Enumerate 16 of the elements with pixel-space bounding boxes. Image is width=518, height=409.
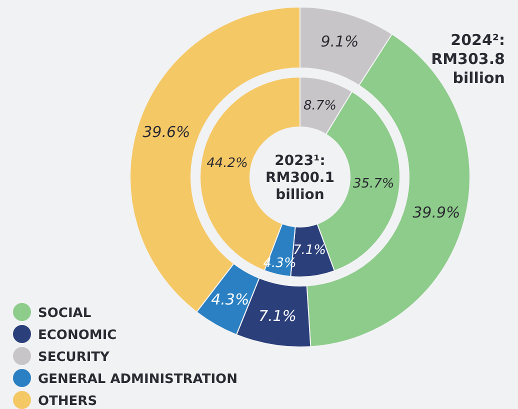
legend-label: GENERAL ADMINISTRATION (38, 372, 238, 387)
legend-label: SOCIAL (38, 306, 92, 321)
data-label: 8.7% (303, 98, 336, 114)
data-label: 9.1% (320, 32, 359, 51)
data-label: 39.6% (142, 122, 190, 141)
data-label: 44.2% (206, 156, 248, 172)
slice-label: 2023¹: RM300.1 billion (266, 153, 334, 203)
legend-label: ECONOMIC (38, 328, 117, 343)
legend-label: SECURITY (38, 350, 110, 365)
data-label: 7.1% (258, 307, 297, 326)
data-label: 4.3% (211, 290, 250, 308)
data-label: 35.7% (352, 176, 394, 192)
data-label: 7.1% (292, 242, 326, 258)
data-label: 39.9% (412, 203, 460, 222)
legend-label: OTHERS (38, 394, 98, 409)
slice-label: 2024²: RM303.8 billion (431, 31, 505, 87)
